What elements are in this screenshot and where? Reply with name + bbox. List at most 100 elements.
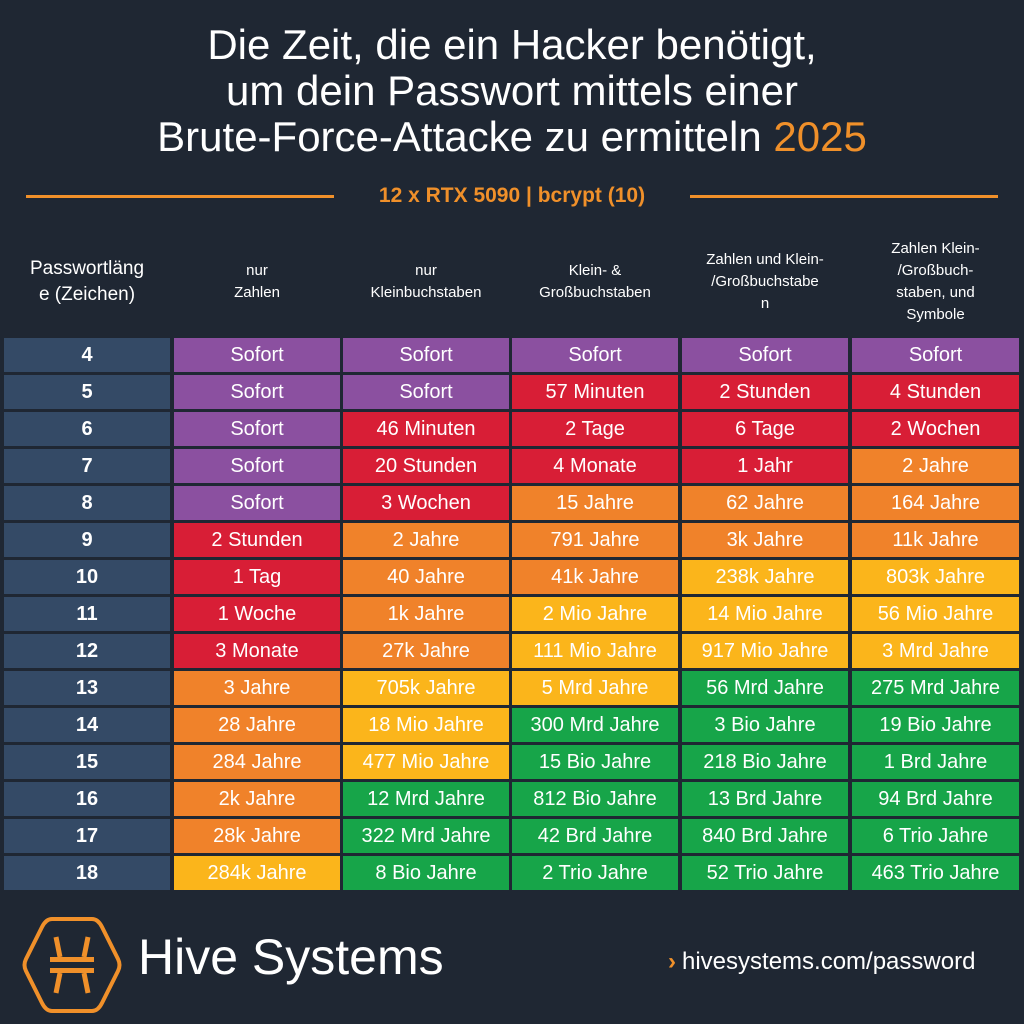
length-cell: 5 [4, 375, 170, 409]
time-cell: 218 Bio Jahre [682, 745, 848, 779]
time-cell: 322 Mrd Jahre [343, 819, 509, 853]
time-cell: 94 Brd Jahre [852, 782, 1019, 816]
subtitle: 12 x RTX 5090 | bcrypt (10) [0, 178, 1024, 214]
time-cell: Sofort [174, 375, 340, 409]
time-cell: 284 Jahre [174, 745, 340, 779]
time-cell: 20 Stunden [343, 449, 509, 483]
website-link[interactable]: › hivesystems.com/password [668, 948, 976, 975]
time-cell: Sofort [682, 338, 848, 372]
length-cell: 4 [4, 338, 170, 372]
hive-logo-icon [22, 915, 122, 1020]
length-cell: 12 [4, 634, 170, 668]
time-cell: Sofort [852, 338, 1019, 372]
header-lowercase: nur Kleinbuchstaben [370, 262, 482, 301]
header-digits-upper-lower: Zahlen und Klein-/Großbuchstabe n [706, 251, 824, 312]
time-cell: 803k Jahre [852, 560, 1019, 594]
time-cell: 2 Wochen [852, 412, 1019, 446]
time-cell: 111 Mio Jahre [512, 634, 678, 668]
time-cell: 28k Jahre [174, 819, 340, 853]
time-cell: 5 Mrd Jahre [512, 671, 678, 705]
time-cell: 1 Tag [174, 560, 340, 594]
time-cell: 917 Mio Jahre [682, 634, 848, 668]
length-cell: 15 [4, 745, 170, 779]
time-cell: 27k Jahre [343, 634, 509, 668]
header-digits: nur Zahlen [234, 262, 280, 301]
time-cell: 2 Trio Jahre [512, 856, 678, 890]
time-cell: 12 Mrd Jahre [343, 782, 509, 816]
time-cell: 3 Jahre [174, 671, 340, 705]
time-cell: Sofort [174, 412, 340, 446]
length-cell: 7 [4, 449, 170, 483]
time-cell: 2 Tage [512, 412, 678, 446]
time-cell: 2 Stunden [682, 375, 848, 409]
time-cell: 8 Bio Jahre [343, 856, 509, 890]
time-cell: 13 Brd Jahre [682, 782, 848, 816]
length-cell: 6 [4, 412, 170, 446]
time-cell: 15 Bio Jahre [512, 745, 678, 779]
length-cell: 18 [4, 856, 170, 890]
time-cell: 52 Trio Jahre [682, 856, 848, 890]
divider [690, 195, 998, 198]
time-cell: 3 Bio Jahre [682, 708, 848, 742]
time-cell: 3 Monate [174, 634, 340, 668]
time-cell: 2 Jahre [343, 523, 509, 557]
time-cell: 2 Jahre [852, 449, 1019, 483]
chevron-right-icon: › [668, 948, 676, 975]
time-cell: 1k Jahre [343, 597, 509, 631]
time-cell: 791 Jahre [512, 523, 678, 557]
page-title: Die Zeit, die ein Hacker benötigt, um de… [157, 21, 867, 160]
time-cell: 812 Bio Jahre [512, 782, 678, 816]
time-cell: 3 Mrd Jahre [852, 634, 1019, 668]
time-cell: 42 Brd Jahre [512, 819, 678, 853]
length-cell: 10 [4, 560, 170, 594]
header-upper-lower: Klein- & Großbuchstaben [539, 262, 651, 301]
time-cell: 1 Brd Jahre [852, 745, 1019, 779]
time-cell: 62 Jahre [682, 486, 848, 520]
length-cell: 8 [4, 486, 170, 520]
divider [26, 195, 334, 198]
time-cell: 40 Jahre [343, 560, 509, 594]
time-cell: Sofort [512, 338, 678, 372]
length-cell: 11 [4, 597, 170, 631]
time-cell: 3 Wochen [343, 486, 509, 520]
time-cell: 164 Jahre [852, 486, 1019, 520]
time-cell: 2k Jahre [174, 782, 340, 816]
length-cell: 16 [4, 782, 170, 816]
time-cell: 3k Jahre [682, 523, 848, 557]
time-cell: Sofort [343, 338, 509, 372]
length-cell: 17 [4, 819, 170, 853]
time-cell: 705k Jahre [343, 671, 509, 705]
time-cell: 238k Jahre [682, 560, 848, 594]
time-cell: 6 Tage [682, 412, 848, 446]
time-cell: 1 Jahr [682, 449, 848, 483]
year: 2025 [773, 113, 867, 160]
time-cell: 2 Mio Jahre [512, 597, 678, 631]
time-cell: 56 Mio Jahre [852, 597, 1019, 631]
time-cell: Sofort [174, 449, 340, 483]
time-cell: 28 Jahre [174, 708, 340, 742]
time-cell: 840 Brd Jahre [682, 819, 848, 853]
time-cell: 18 Mio Jahre [343, 708, 509, 742]
time-cell: 41k Jahre [512, 560, 678, 594]
time-cell: Sofort [174, 486, 340, 520]
time-cell: 57 Minuten [512, 375, 678, 409]
time-cell: 19 Bio Jahre [852, 708, 1019, 742]
time-cell: 1 Woche [174, 597, 340, 631]
time-cell: 4 Monate [512, 449, 678, 483]
time-cell: 15 Jahre [512, 486, 678, 520]
length-cell: 14 [4, 708, 170, 742]
time-cell: 300 Mrd Jahre [512, 708, 678, 742]
time-cell: 284k Jahre [174, 856, 340, 890]
header-length: Passwortläng e (Zeichen) [29, 258, 145, 305]
brand-name: Hive Systems [138, 929, 444, 985]
time-cell: 477 Mio Jahre [343, 745, 509, 779]
header-all-symbols: Zahlen Klein-/Großbuch-staben, und Symbol… [891, 240, 980, 323]
time-cell: 14 Mio Jahre [682, 597, 848, 631]
time-cell: Sofort [174, 338, 340, 372]
time-cell: 11k Jahre [852, 523, 1019, 557]
time-cell: 2 Stunden [174, 523, 340, 557]
time-cell: Sofort [343, 375, 509, 409]
time-cell: 56 Mrd Jahre [682, 671, 848, 705]
length-cell: 9 [4, 523, 170, 557]
time-cell: 6 Trio Jahre [852, 819, 1019, 853]
